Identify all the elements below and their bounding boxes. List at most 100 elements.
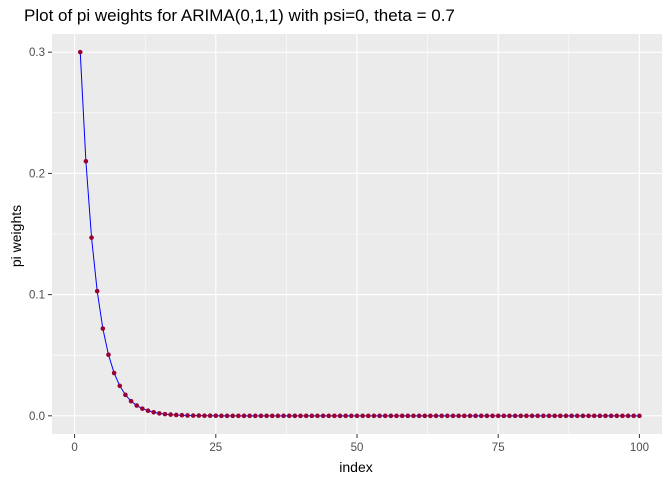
data-point: [213, 413, 219, 418]
data-point: [501, 413, 507, 419]
data-point: [315, 413, 320, 419]
data-point: [377, 413, 382, 419]
data-point: [512, 413, 518, 419]
data-point: [529, 413, 535, 419]
data-point: [264, 413, 269, 419]
data-point: [382, 413, 388, 419]
y-tick-label: 0.1: [29, 290, 45, 302]
data-point: [140, 406, 145, 411]
data-point: [484, 413, 490, 419]
data-point: [106, 352, 111, 358]
data-point: [286, 413, 292, 419]
data-point: [563, 413, 569, 419]
data-point: [495, 413, 501, 419]
x-tick-label: 25: [209, 442, 222, 454]
data-point: [473, 413, 478, 419]
data-point: [298, 413, 303, 419]
data-point: [224, 413, 230, 419]
data-point: [207, 413, 213, 418]
data-point: [100, 326, 106, 331]
series-points: [77, 49, 642, 419]
data-point: [111, 370, 117, 376]
data-point: [202, 413, 207, 418]
x-tick-label: 50: [351, 442, 364, 454]
data-point: [524, 413, 529, 419]
data-point: [360, 413, 365, 419]
data-point: [462, 413, 467, 419]
data-point: [230, 413, 236, 419]
data-point: [456, 413, 461, 419]
data-point: [445, 413, 450, 419]
data-point: [162, 411, 168, 417]
data-point: [580, 413, 586, 419]
data-point: [349, 413, 354, 419]
data-point: [507, 413, 512, 419]
data-point: [258, 413, 264, 419]
data-point: [625, 413, 631, 419]
data-point: [77, 49, 83, 55]
data-point: [614, 413, 620, 419]
data-point: [603, 413, 608, 419]
data-point: [428, 413, 433, 419]
data-point: [365, 413, 371, 419]
data-point: [196, 413, 202, 418]
data-point: [128, 398, 134, 404]
data-point: [405, 413, 411, 419]
data-point: [145, 408, 151, 414]
data-point: [586, 413, 591, 419]
data-point: [89, 235, 94, 240]
data-point: [422, 413, 428, 419]
data-point: [558, 413, 563, 419]
data-point: [399, 413, 405, 419]
data-point: [94, 288, 100, 294]
data-point: [157, 411, 162, 416]
data-point: [332, 413, 337, 419]
y-axis-label: pi weights: [8, 205, 24, 267]
data-point: [185, 413, 190, 418]
data-point: [541, 413, 546, 419]
data-point: [179, 412, 185, 418]
data-point: [326, 413, 332, 419]
y-tick-label: 0.2: [29, 168, 45, 180]
data-point: [168, 412, 173, 417]
data-point: [535, 413, 541, 419]
data-point: [597, 413, 603, 419]
data-point: [518, 413, 524, 419]
series-line: [79, 52, 640, 417]
data-point: [303, 413, 309, 419]
data-point: [337, 413, 343, 419]
data-point: [320, 413, 326, 419]
data-point: [354, 413, 360, 419]
data-point: [637, 413, 642, 419]
data-point: [241, 413, 247, 419]
data-point: [416, 413, 422, 419]
data-point: [490, 413, 495, 419]
data-point: [631, 413, 637, 419]
data-point: [574, 413, 580, 419]
x-axis: 0 25 50 75 100: [71, 434, 649, 454]
y-tick-label: 0.3: [29, 47, 45, 59]
data-point: [151, 410, 156, 415]
data-point: [269, 413, 275, 419]
x-tick-label: 0: [71, 442, 77, 454]
data-point: [433, 413, 439, 419]
data-point: [394, 413, 399, 419]
data-point: [292, 413, 298, 419]
data-point: [134, 403, 140, 408]
data-point: [450, 413, 456, 419]
data-point: [388, 413, 394, 419]
data-point: [309, 413, 315, 419]
data-point: [620, 413, 625, 419]
data-point: [439, 413, 445, 419]
data-point: [546, 413, 552, 419]
data-point: [411, 413, 416, 419]
data-point: [281, 413, 286, 419]
data-point: [83, 158, 89, 164]
y-axis: 0.0 0.1 0.2 0.3: [29, 47, 52, 423]
data-point: [253, 413, 258, 419]
data-point: [247, 413, 252, 419]
x-tick-label: 100: [630, 442, 649, 454]
data-point: [117, 383, 123, 389]
data-point: [343, 413, 349, 419]
